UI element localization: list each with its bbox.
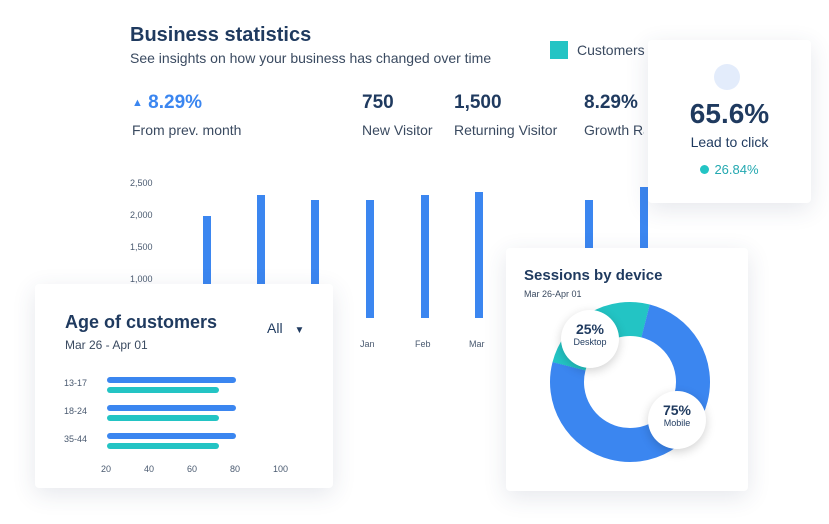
lead-value: 65.6% (689, 98, 770, 129)
y-tick-label: 1,500 (130, 242, 153, 252)
chart-bar (257, 194, 265, 318)
age-bar-blue (107, 405, 236, 411)
mobile-label: Mobile (663, 418, 691, 428)
sessions-title: Sessions by device (524, 267, 663, 284)
kpi-growth-rate-value: 8.29% (584, 92, 638, 113)
age-bar-teal (107, 387, 219, 393)
kpi-returning-visitor-label: Returning Visitor (454, 122, 558, 138)
desktop-badge: 25% Desktop (561, 310, 619, 368)
age-x-tick-label: 20 (101, 464, 112, 474)
legend-swatch (550, 41, 568, 59)
business-title: Business statistics (130, 24, 312, 46)
age-of-customers-card: Age of customers Mar 26 - Apr 01 All ▼ 1… (35, 284, 333, 488)
sessions-date-range: Mar 26-Apr 01 (524, 289, 582, 299)
age-group-label: 18-24 (64, 406, 88, 416)
kpi-growth-rate-label: Growth Ra (584, 122, 644, 138)
age-x-tick-label: 80 (230, 464, 241, 474)
kpi-returning-visitor-value: 1,500 (454, 92, 502, 113)
business-subtitle: See insights on how your business has ch… (130, 50, 492, 66)
kpi-new-visitor-label: New Visitor (362, 122, 433, 138)
age-bar-teal (107, 415, 219, 421)
chart-bar (366, 200, 374, 318)
chart-bar (311, 200, 319, 318)
business-statistics-panel: Business statistics See insights on how … (110, 0, 670, 360)
mobile-badge: 75% Mobile (648, 391, 706, 449)
desktop-label: Desktop (573, 337, 607, 347)
y-tick-label: 2,000 (130, 210, 153, 220)
kpi-new-visitor-value: 750 (362, 92, 394, 113)
lead-label: Lead to click (690, 134, 769, 150)
chart-bar (421, 194, 429, 318)
mobile-pct: 75% (662, 402, 692, 418)
legend-label: Customers (577, 42, 645, 58)
age-bar-blue (107, 377, 236, 383)
age-x-tick-label: 60 (187, 464, 198, 474)
lead-sub-value: 26.84% (648, 162, 811, 177)
chevron-down-icon: ▼ (294, 325, 305, 336)
lead-to-click-card: 65.6% Lead to click 26.84% (648, 40, 811, 203)
age-bar-blue (107, 433, 236, 439)
trend-up-icon: ▲ (132, 97, 143, 109)
age-title: Age of customers (65, 312, 218, 332)
age-date-range: Mar 26 - Apr 01 (65, 338, 148, 352)
chart-bar (203, 216, 211, 318)
kpi-growth-value: ▲ 8.29% (132, 92, 203, 113)
chart-bar (475, 192, 483, 318)
age-x-tick-label: 100 (273, 464, 289, 474)
desktop-pct: 25% (575, 321, 605, 337)
y-tick-label: 2,500 (130, 178, 153, 188)
sessions-by-device-card: Sessions by device Mar 26-Apr 01 25% Des… (506, 248, 748, 491)
x-tick-label: Feb (415, 339, 431, 349)
age-group-label: 35-44 (64, 434, 88, 444)
age-filter-label: All (267, 320, 283, 336)
y-tick-label: 1,000 (130, 274, 153, 284)
x-tick-label: Mar (469, 339, 485, 349)
age-x-tick-label: 40 (144, 464, 155, 474)
age-group-label: 13-17 (64, 378, 88, 388)
teal-dot-icon (700, 165, 710, 174)
age-filter-dropdown[interactable]: All ▼ (267, 320, 304, 336)
age-bar-teal (107, 443, 219, 449)
lead-circle-icon (714, 64, 740, 90)
x-tick-label: Jan (360, 339, 375, 349)
device-donut-chart (550, 302, 710, 462)
kpi-growth-label: From prev. month (132, 122, 242, 138)
